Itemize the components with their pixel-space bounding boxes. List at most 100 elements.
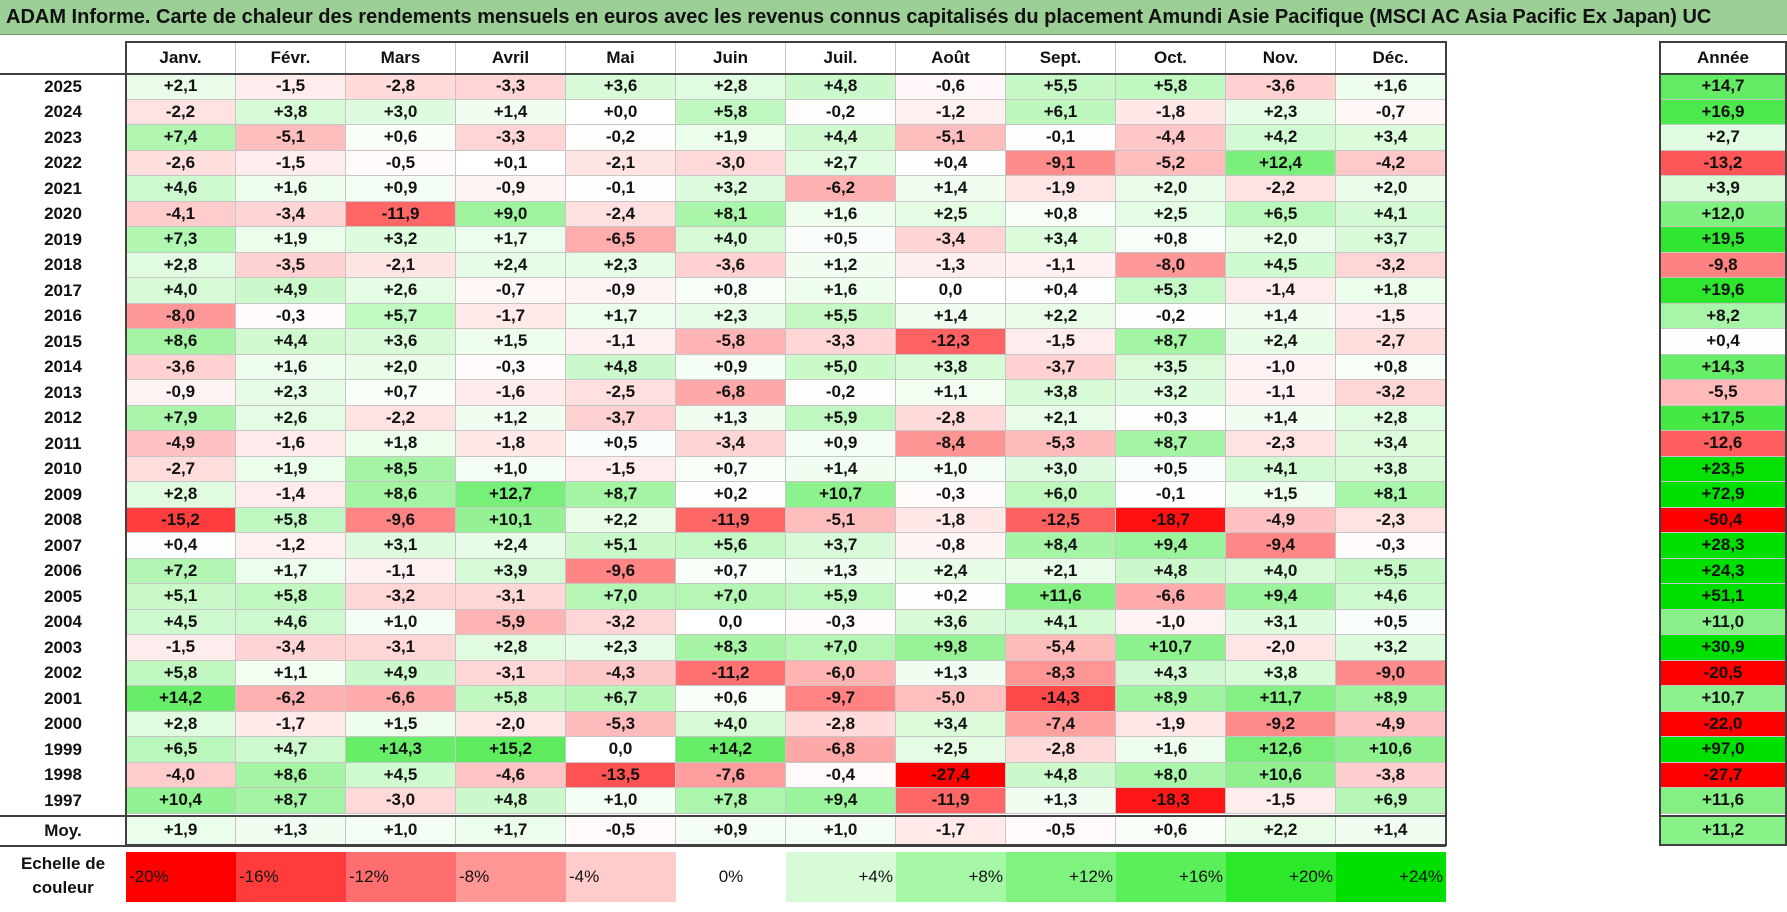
month-header: Juil. xyxy=(786,42,896,74)
annual-cell: +28,3 xyxy=(1660,533,1787,559)
month-header: Mai xyxy=(566,42,676,74)
heatmap-cell: +1,5 xyxy=(346,711,456,737)
heatmap-cell: +1,3 xyxy=(676,405,786,431)
heatmap-cell: +6,0 xyxy=(1006,482,1116,508)
heatmap-cell: +1,6 xyxy=(1336,74,1446,100)
heatmap-cell: -2,0 xyxy=(456,711,566,737)
heatmap-cell: +0,8 xyxy=(1336,354,1446,380)
heatmap-cell: +3,0 xyxy=(1006,456,1116,482)
heatmap-cell: -2,0 xyxy=(1226,635,1336,661)
heatmap-cell: -3,0 xyxy=(676,150,786,176)
heatmap-cell: +8,9 xyxy=(1336,686,1446,712)
heatmap-cell: +2,8 xyxy=(126,711,236,737)
heatmap-cell: -2,6 xyxy=(126,150,236,176)
heatmap-cell: +8,7 xyxy=(1116,431,1226,457)
heatmap-cell: -1,8 xyxy=(1116,99,1226,125)
heatmap-cell: +2,1 xyxy=(126,74,236,100)
heatmap-cell: +1,9 xyxy=(236,227,346,253)
heatmap-cell: -1,8 xyxy=(456,431,566,457)
heatmap-cell: +10,6 xyxy=(1226,762,1336,788)
heatmap-cell: -6,6 xyxy=(346,686,456,712)
heatmap-cell: -3,3 xyxy=(456,125,566,151)
year-label: 2009 xyxy=(44,484,82,504)
heatmap-cell: -0,3 xyxy=(1336,533,1446,559)
year-label: 2013 xyxy=(44,382,82,402)
month-header: Juin xyxy=(676,42,786,74)
chart-title: ADAM Informe. Carte de chaleur des rende… xyxy=(6,6,1712,28)
heatmap-cell: -1,1 xyxy=(346,558,456,584)
heatmap-cell: +14,2 xyxy=(126,686,236,712)
heatmap-cell: -0,7 xyxy=(456,278,566,304)
heatmap-cell: -0,7 xyxy=(1336,99,1446,125)
annual-cell: -22,0 xyxy=(1660,711,1787,737)
average-annual-cell: +11,2 xyxy=(1660,816,1787,845)
heatmap-cell: +5,1 xyxy=(566,533,676,559)
heatmap-cell: -15,2 xyxy=(126,507,236,533)
heatmap-cell: -0,2 xyxy=(1116,303,1226,329)
heatmap-cell: +1,4 xyxy=(456,99,566,125)
heatmap-cell: +1,8 xyxy=(346,431,456,457)
heatmap-cell: -2,8 xyxy=(786,711,896,737)
heatmap-cell: +4,0 xyxy=(126,278,236,304)
heatmap-cell: -3,1 xyxy=(456,584,566,610)
heatmap-cell: -5,8 xyxy=(676,329,786,355)
annual-cell: +12,0 xyxy=(1660,201,1787,227)
year-label: 1998 xyxy=(44,765,82,785)
heatmap-cell: -1,7 xyxy=(456,303,566,329)
average-cell: +1,9 xyxy=(126,816,236,845)
heatmap-cell: -1,9 xyxy=(1116,711,1226,737)
heatmap-cell: +7,2 xyxy=(126,558,236,584)
month-header: Sept. xyxy=(1006,42,1116,74)
heatmap-cell: -12,5 xyxy=(1006,507,1116,533)
heatmap-cell: -4,3 xyxy=(566,660,676,686)
heatmap-cell: +5,1 xyxy=(126,584,236,610)
heatmap-cell: +4,5 xyxy=(346,762,456,788)
heatmap-cell: +10,6 xyxy=(1336,737,1446,763)
heatmap-cell: +1,6 xyxy=(786,278,896,304)
heatmap-cell: -1,0 xyxy=(1116,609,1226,635)
scale-swatch: +12% xyxy=(1006,852,1116,902)
average-cell: +1,0 xyxy=(346,816,456,845)
heatmap-cell: +2,8 xyxy=(1336,405,1446,431)
heatmap-cell: -1,8 xyxy=(896,507,1006,533)
heatmap-cell: +5,8 xyxy=(236,584,346,610)
heatmap-cell: +0,4 xyxy=(1006,278,1116,304)
heatmap-cell: +12,4 xyxy=(1226,150,1336,176)
heatmap-cell: +3,8 xyxy=(896,354,1006,380)
heatmap-cell: +9,8 xyxy=(896,635,1006,661)
heatmap-cell: +2,8 xyxy=(456,635,566,661)
heatmap-cell: +1,4 xyxy=(896,176,1006,202)
heatmap-cell: +2,4 xyxy=(896,558,1006,584)
average-separator xyxy=(0,814,1446,817)
heatmap-cell: -0,3 xyxy=(236,303,346,329)
heatmap-cell: -5,2 xyxy=(1116,150,1226,176)
heatmap-cell: +10,4 xyxy=(126,788,236,814)
heatmap-cell: -2,2 xyxy=(126,99,236,125)
heatmap-cell: -2,2 xyxy=(346,405,456,431)
heatmap-cell: +3,1 xyxy=(346,533,456,559)
heatmap-cell: -1,7 xyxy=(236,711,346,737)
heatmap-cell: +14,2 xyxy=(676,737,786,763)
annual-cell: +19,5 xyxy=(1660,227,1787,253)
heatmap-cell: +9,4 xyxy=(1116,533,1226,559)
heatmap-cell: -0,3 xyxy=(456,354,566,380)
average-cell: +1,0 xyxy=(786,816,896,845)
heatmap-cell: +0,9 xyxy=(786,431,896,457)
heatmap-cell: -13,5 xyxy=(566,762,676,788)
heatmap-cell: +3,8 xyxy=(1226,660,1336,686)
annual-cell: +3,9 xyxy=(1660,176,1787,202)
heatmap-cell: -1,5 xyxy=(236,74,346,100)
heatmap-cell: -9,0 xyxy=(1336,660,1446,686)
heatmap-cell: +4,9 xyxy=(346,660,456,686)
heatmap-cell: -5,9 xyxy=(456,609,566,635)
heatmap-cell: +4,7 xyxy=(236,737,346,763)
annual-cell: +30,9 xyxy=(1660,635,1787,661)
heatmap-cell: +11,6 xyxy=(1006,584,1116,610)
heatmap-cell: +0,3 xyxy=(1116,405,1226,431)
heatmap-cell: -3,5 xyxy=(236,252,346,278)
heatmap-cell: -0,9 xyxy=(566,278,676,304)
annual-cell: +11,6 xyxy=(1660,788,1787,814)
heatmap-cell: +3,6 xyxy=(896,609,1006,635)
heatmap-cell: +11,7 xyxy=(1226,686,1336,712)
